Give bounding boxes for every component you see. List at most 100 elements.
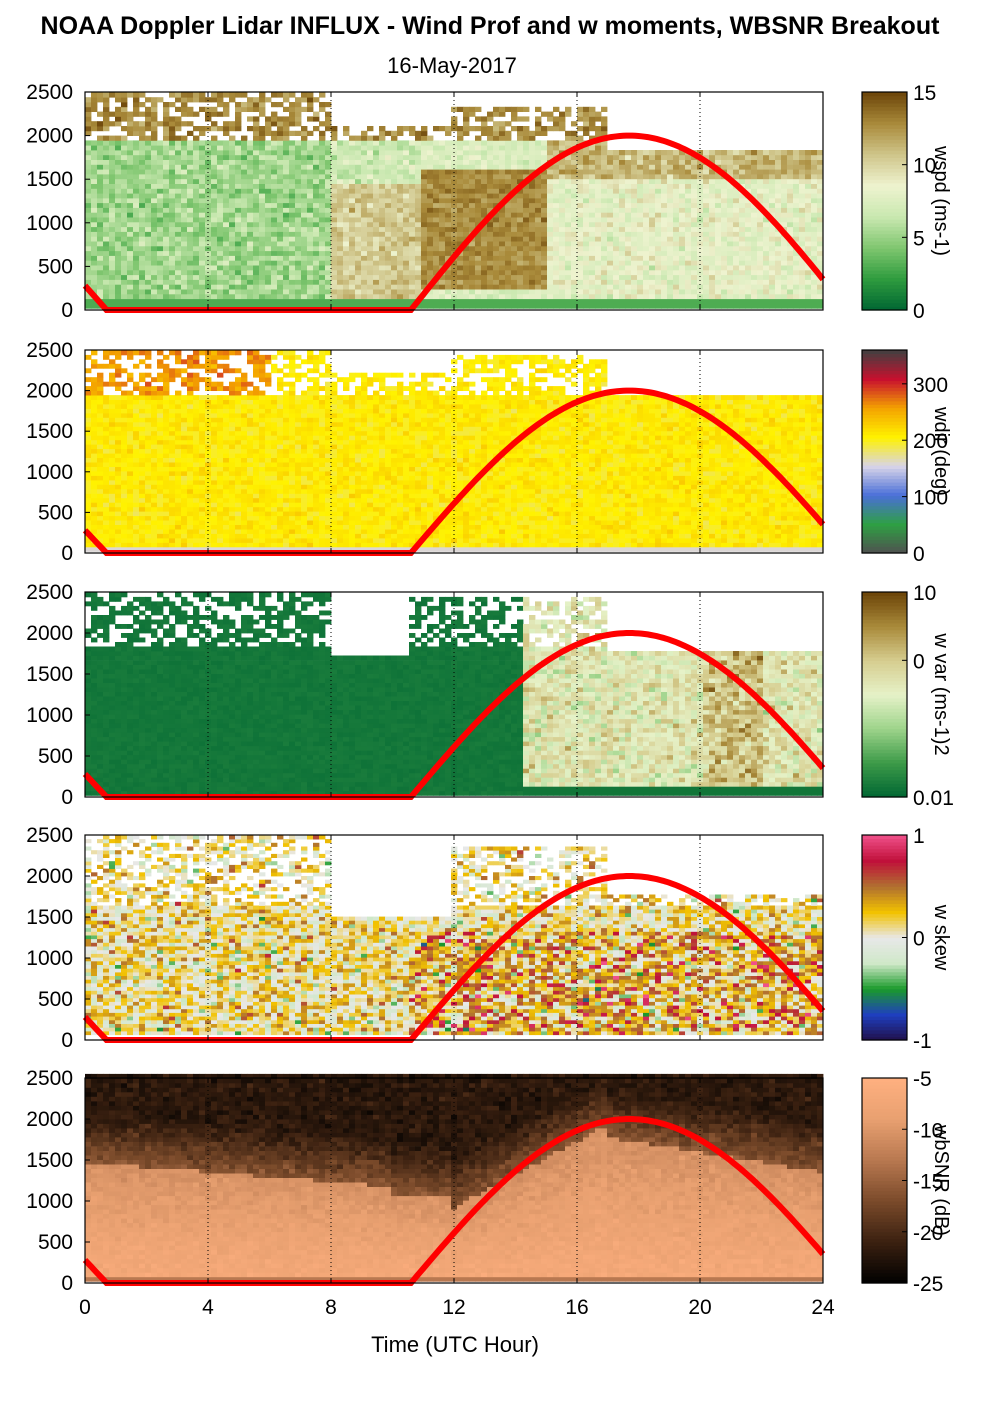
- heatmap-cell: [517, 188, 524, 194]
- heatmap-cell: [331, 188, 338, 194]
- heatmap-cell: [421, 260, 428, 266]
- heatmap-cell: [763, 221, 770, 228]
- heatmap-cell: [109, 457, 116, 463]
- heatmap-cell: [229, 217, 236, 223]
- heatmap-cell: [85, 245, 92, 252]
- heatmap-cell: [145, 250, 152, 256]
- heatmap-cell: [511, 269, 518, 276]
- heatmap-cell: [337, 289, 344, 295]
- heatmap-cell: [733, 174, 740, 180]
- heatmap-cell: [733, 298, 740, 304]
- heatmap-cell: [661, 193, 668, 199]
- heatmap-cell: [193, 135, 200, 141]
- heatmap-cell: [217, 231, 224, 237]
- heatmap-cell: [547, 174, 554, 180]
- heatmap-cell: [487, 183, 494, 189]
- heatmap-cell: [433, 212, 440, 218]
- heatmap-cell: [325, 159, 332, 165]
- heatmap-cell: [307, 250, 314, 256]
- heatmap-cell: [301, 92, 308, 98]
- heatmap-cell: [571, 221, 578, 228]
- heatmap-cell: [733, 241, 740, 247]
- heatmap-cell: [787, 245, 794, 252]
- heatmap-cell: [175, 236, 182, 242]
- heatmap-cell: [769, 231, 776, 237]
- heatmap-cell: [709, 178, 716, 184]
- heatmap-cell: [721, 279, 728, 285]
- heatmap-cell: [193, 140, 200, 146]
- heatmap-cell: [325, 121, 332, 127]
- heatmap-cell: [745, 164, 752, 170]
- heatmap-cell: [181, 202, 188, 208]
- heatmap-cell: [799, 226, 806, 232]
- heatmap-cell: [97, 493, 104, 499]
- heatmap-cell: [721, 274, 728, 280]
- heatmap-cell: [685, 241, 692, 247]
- heatmap-cell: [703, 169, 710, 175]
- heatmap-cell: [241, 135, 248, 141]
- heatmap-cell: [181, 217, 188, 223]
- heatmap-cell: [127, 284, 134, 290]
- heatmap-cell: [553, 289, 560, 295]
- heatmap-cell: [547, 197, 554, 204]
- heatmap-cell: [451, 217, 458, 223]
- heatmap-cell: [409, 145, 416, 151]
- heatmap-cell: [769, 250, 776, 256]
- heatmap-cell: [421, 178, 428, 184]
- heatmap-cell: [331, 245, 338, 252]
- heatmap-cell: [169, 245, 176, 252]
- heatmap-cell: [493, 212, 500, 218]
- heatmap-cell: [679, 245, 686, 252]
- heatmap-cell: [613, 260, 620, 266]
- heatmap-cell: [553, 245, 560, 252]
- heatmap-cell: [151, 154, 158, 160]
- heatmap-cell: [175, 92, 182, 98]
- heatmap-cell: [145, 183, 152, 189]
- heatmap-cell: [265, 154, 272, 160]
- heatmap-cell: [571, 284, 578, 290]
- heatmap-cell: [289, 130, 296, 136]
- heatmap-cell: [307, 274, 314, 280]
- heatmap-cell: [319, 265, 326, 271]
- heatmap-cell: [547, 140, 554, 146]
- heatmap-cell: [739, 303, 746, 309]
- heatmap-cell: [433, 269, 440, 276]
- heatmap-cell: [217, 150, 224, 156]
- heatmap-cell: [385, 293, 392, 300]
- heatmap-cell: [793, 279, 800, 285]
- heatmap-cell: [199, 188, 206, 194]
- heatmap-cell: [679, 154, 686, 160]
- heatmap-cell: [817, 255, 824, 261]
- heatmap-cell: [433, 193, 440, 199]
- heatmap-cell: [301, 193, 308, 199]
- heatmap-cell: [205, 255, 212, 261]
- heatmap-cell: [775, 279, 782, 285]
- heatmap-cell: [577, 150, 584, 156]
- heatmap-cell: [109, 231, 116, 237]
- heatmap-cell: [451, 145, 458, 151]
- heatmap-cell: [655, 193, 662, 199]
- heatmap-cell: [145, 279, 152, 285]
- heatmap-cell: [85, 390, 92, 396]
- heatmap-cell: [457, 169, 464, 175]
- heatmap-cell: [793, 255, 800, 261]
- heatmap-cell: [781, 169, 788, 175]
- heatmap-cell: [91, 386, 98, 391]
- heatmap-cell: [283, 265, 290, 271]
- heatmap-cell: [523, 231, 530, 237]
- heatmap-cell: [115, 430, 122, 436]
- heatmap-cell: [343, 202, 350, 208]
- heatmap-cell: [139, 197, 146, 204]
- heatmap-cell: [109, 289, 116, 295]
- heatmap-cell: [589, 236, 596, 242]
- heatmap-cell: [193, 174, 200, 180]
- heatmap-cell: [559, 236, 566, 242]
- heatmap-cell: [103, 212, 110, 218]
- heatmap-cell: [739, 293, 746, 300]
- heatmap-cell: [637, 178, 644, 184]
- heatmap-cell: [613, 207, 620, 213]
- heatmap-cell: [505, 212, 512, 218]
- heatmap-cell: [601, 260, 608, 266]
- heatmap-cell: [643, 183, 650, 189]
- heatmap-cell: [451, 207, 458, 213]
